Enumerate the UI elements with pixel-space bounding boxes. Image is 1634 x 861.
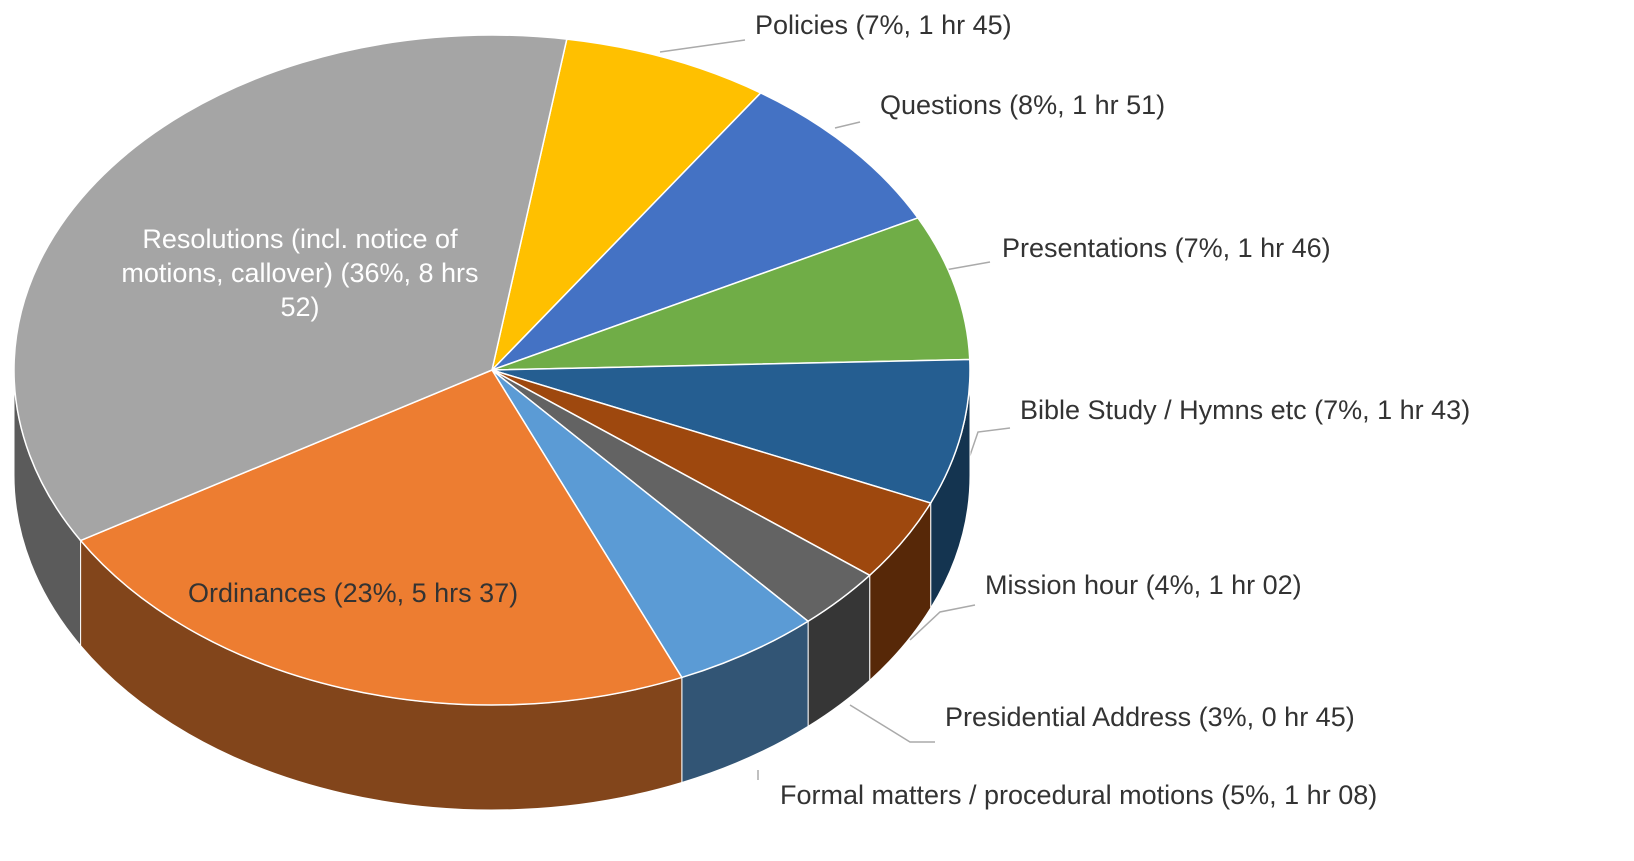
data-label: Presidential Address (3%, 0 hr 45) <box>945 702 1355 732</box>
slice <box>491 92 920 371</box>
slice <box>490 38 762 373</box>
data-label: Ordinances (23%, 5 hrs 37) <box>188 578 519 608</box>
data-label: Mission hour (4%, 1 hr 02) <box>985 570 1302 600</box>
data-label: Policies (7%, 1 hr 45) <box>755 10 1012 40</box>
slice <box>491 358 971 504</box>
data-label: Questions (8%, 1 hr 51) <box>880 90 1166 120</box>
leader-line <box>834 121 861 129</box>
leader-line <box>909 604 976 641</box>
data-label: Resolutions (incl. notice of motions, ca… <box>121 224 479 322</box>
data-label: Formal matters / procedural motions (5%,… <box>780 780 1378 810</box>
slice <box>491 369 810 679</box>
slice <box>79 369 683 706</box>
slice <box>13 34 568 542</box>
leader-line <box>944 261 991 271</box>
slice <box>491 217 971 371</box>
leader-line <box>849 704 935 743</box>
data-label: Bible Study / Hymns etc (7%, 1 hr 43) <box>1020 395 1471 425</box>
leader-line <box>964 427 1011 471</box>
leader-line <box>659 39 746 53</box>
data-label: Presentations (7%, 1 hr 46) <box>1002 233 1331 263</box>
